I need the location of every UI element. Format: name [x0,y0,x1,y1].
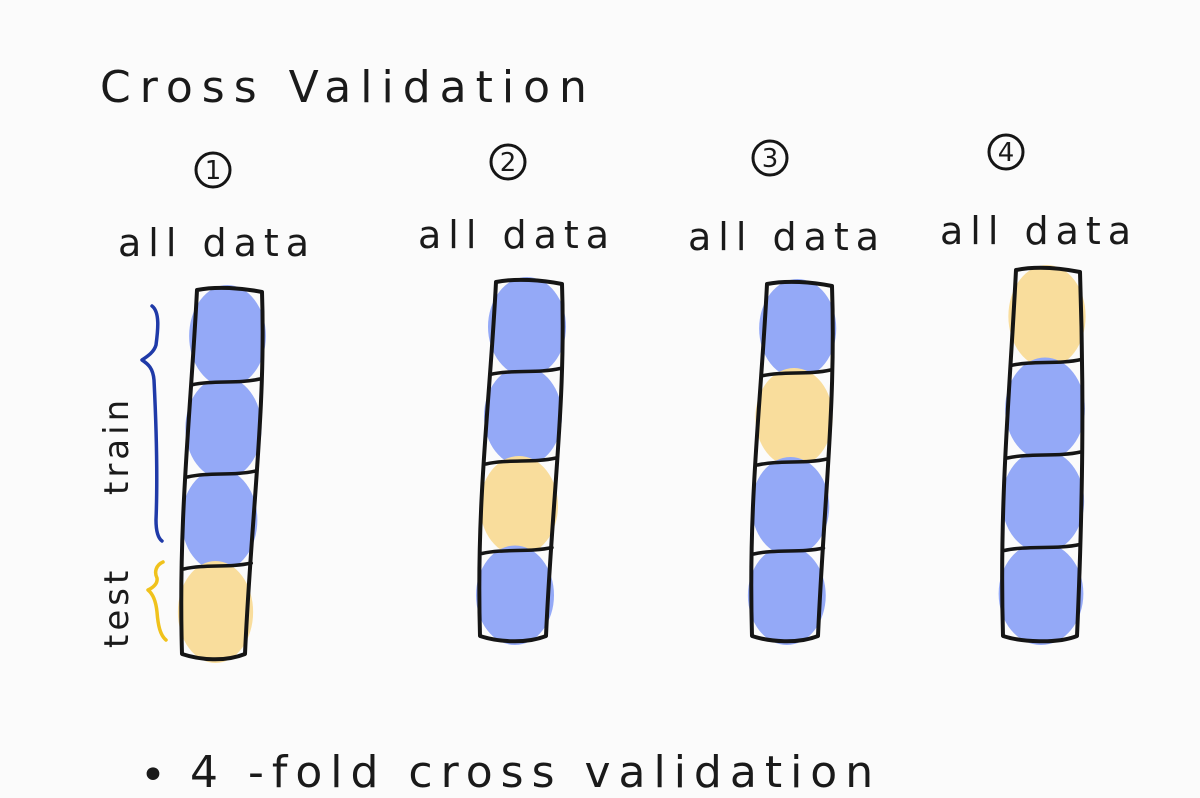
footer-bullet: • [140,750,174,798]
fold-1: 1 all data [118,151,316,663]
segment-divider [488,366,562,377]
fold-number: 2 [500,148,517,178]
test-label: test [97,567,137,648]
fold-number-circle [194,151,232,189]
segment-divider [1009,357,1083,368]
fold-column [747,279,837,645]
train-segment [488,277,566,377]
fold-number-circle [489,143,527,181]
fold-number-circle [751,139,789,177]
column-outline [477,277,565,644]
fold-3: 3 all data [688,139,886,645]
fold-label: all data [118,221,316,265]
fold-label: all data [418,213,616,257]
train-segment [1001,450,1085,553]
segment-divider [185,469,258,479]
column-outline [179,285,265,662]
test-segment [177,561,254,663]
diagram-title: Cross Validation [100,62,596,113]
fold-column [177,285,266,663]
test-segment [755,368,833,467]
column-outline [749,279,835,644]
segment-divider [480,545,554,556]
test-segment [480,456,558,556]
train-label: train [97,396,137,495]
train-segment [484,366,562,466]
fold-4: 4 all data [940,133,1138,645]
segment-divider [1005,450,1083,460]
segment-divider [752,546,826,556]
train-segment [759,279,837,378]
fold-number: 1 [205,156,222,186]
train-brace [140,304,164,543]
fold-number: 3 [762,144,779,174]
train-segment [476,545,554,645]
fold-number: 4 [998,138,1015,168]
fold-number-circle [987,133,1025,171]
fold-column [476,277,566,645]
train-segment [185,377,262,479]
test-brace [146,560,168,642]
fold-label: all data [940,209,1138,253]
train-segment [181,469,258,571]
segment-divider [182,561,253,571]
train-segment [189,285,266,387]
segment-divider [189,377,262,387]
fold-2: 2 all data [418,143,616,645]
footer-text: 4 -fold cross validation [190,747,881,798]
segment-divider [759,368,833,378]
column-outline [1000,265,1085,644]
fold-label: all data [688,215,886,259]
train-segment [747,546,826,645]
train-segment [998,542,1084,645]
test-segment [1008,265,1086,368]
segment-divider [1002,542,1082,553]
segment-divider [755,457,829,467]
segment-divider [484,456,558,466]
train-segment [751,457,830,556]
fold-column [998,265,1086,645]
train-segment [1005,357,1085,460]
